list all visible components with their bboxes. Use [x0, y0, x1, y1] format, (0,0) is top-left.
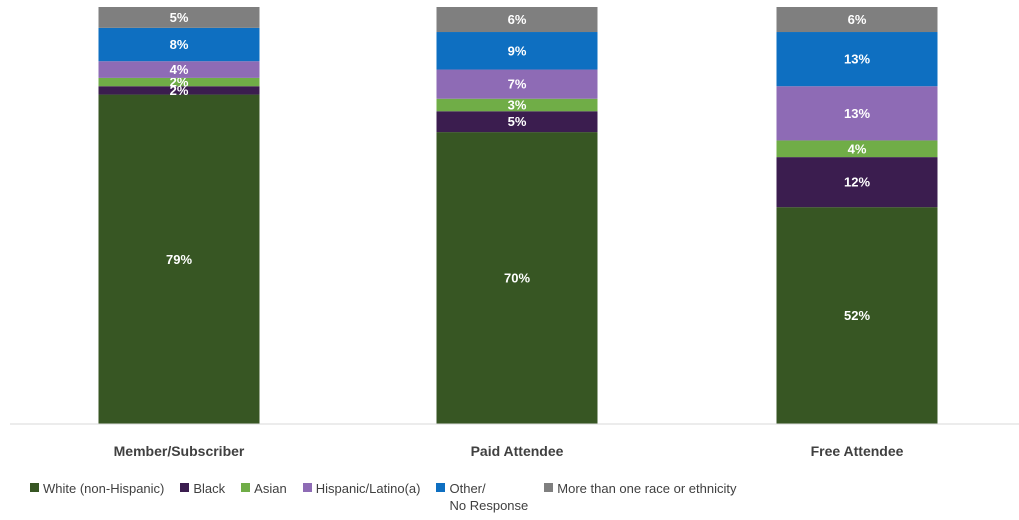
data-label: 4%: [170, 62, 189, 77]
bar-segment: [98, 86, 260, 95]
category-label: Member/Subscriber: [114, 443, 245, 459]
legend-item: White (non-Hispanic): [30, 480, 164, 497]
data-label: 4%: [848, 141, 867, 156]
data-label: 5%: [170, 10, 189, 25]
data-label: 7%: [508, 77, 527, 92]
legend-item: Asian: [241, 480, 287, 497]
legend-label: Asian: [254, 481, 287, 496]
legend-item: Black: [180, 480, 225, 497]
bar-segment: [776, 32, 938, 87]
bar-segment: [436, 132, 598, 424]
data-label: 2%: [170, 83, 189, 98]
legend-label: Other/ No Response: [449, 481, 529, 513]
bar-segment: [98, 7, 260, 28]
data-label: 13%: [844, 52, 870, 67]
legend-item: More than one race or ethnicity: [544, 480, 736, 497]
bar-segment: [98, 94, 260, 424]
data-label: 13%: [844, 106, 870, 121]
data-label: 12%: [844, 175, 870, 190]
legend-swatch: [436, 483, 446, 492]
bar-segment: [98, 77, 260, 87]
data-label: 79%: [166, 252, 192, 267]
data-label: 8%: [170, 37, 189, 52]
data-label: 52%: [844, 308, 870, 323]
bar-segment: [436, 69, 598, 99]
bar-segment: [776, 7, 938, 33]
bar-segment: [776, 207, 938, 424]
bar-segment: [776, 86, 938, 141]
legend-label: Hispanic/Latino(a): [315, 481, 421, 496]
data-label: 3%: [508, 97, 527, 112]
category-label: Paid Attendee: [471, 443, 564, 459]
data-label: 6%: [848, 12, 867, 27]
bar-segment: [776, 157, 938, 208]
bar-segment: [436, 32, 598, 70]
legend: White (non-Hispanic) Black Asian Hispanic/L…: [30, 480, 752, 514]
legend-swatch: [302, 483, 312, 492]
legend-swatch: [241, 483, 251, 492]
category-labels: Member/Subscriber Paid Attendee Free Atten…: [114, 443, 904, 459]
bar-segment: [436, 111, 598, 133]
bar-segment: [436, 98, 598, 112]
legend-swatch: [180, 483, 190, 492]
bar-segment: [98, 61, 260, 78]
legend-label: More than one race or ethnicity: [557, 481, 737, 496]
bar-segment: [436, 7, 598, 33]
legend-item: Other/ No Response: [436, 480, 528, 514]
bar-segment: [776, 140, 938, 158]
legend-label: White (non-Hispanic): [43, 481, 165, 496]
data-label: 2%: [170, 75, 189, 90]
legend-swatch: [544, 483, 554, 492]
legend-label: Black: [193, 481, 226, 496]
legend-swatch: [30, 483, 39, 492]
legend-item: Hispanic/Latino(a): [302, 480, 421, 497]
data-label: 70%: [504, 271, 530, 286]
category-label: Free Attendee: [811, 443, 904, 459]
bar-segment: [98, 27, 260, 62]
data-label: 9%: [508, 43, 527, 58]
data-label: 6%: [508, 12, 527, 27]
data-label: 5%: [508, 114, 527, 129]
bars-layer: 79%2%2%4%8%5%70%5%3%7%9%6%52%12%4%13%13%…: [98, 7, 938, 424]
